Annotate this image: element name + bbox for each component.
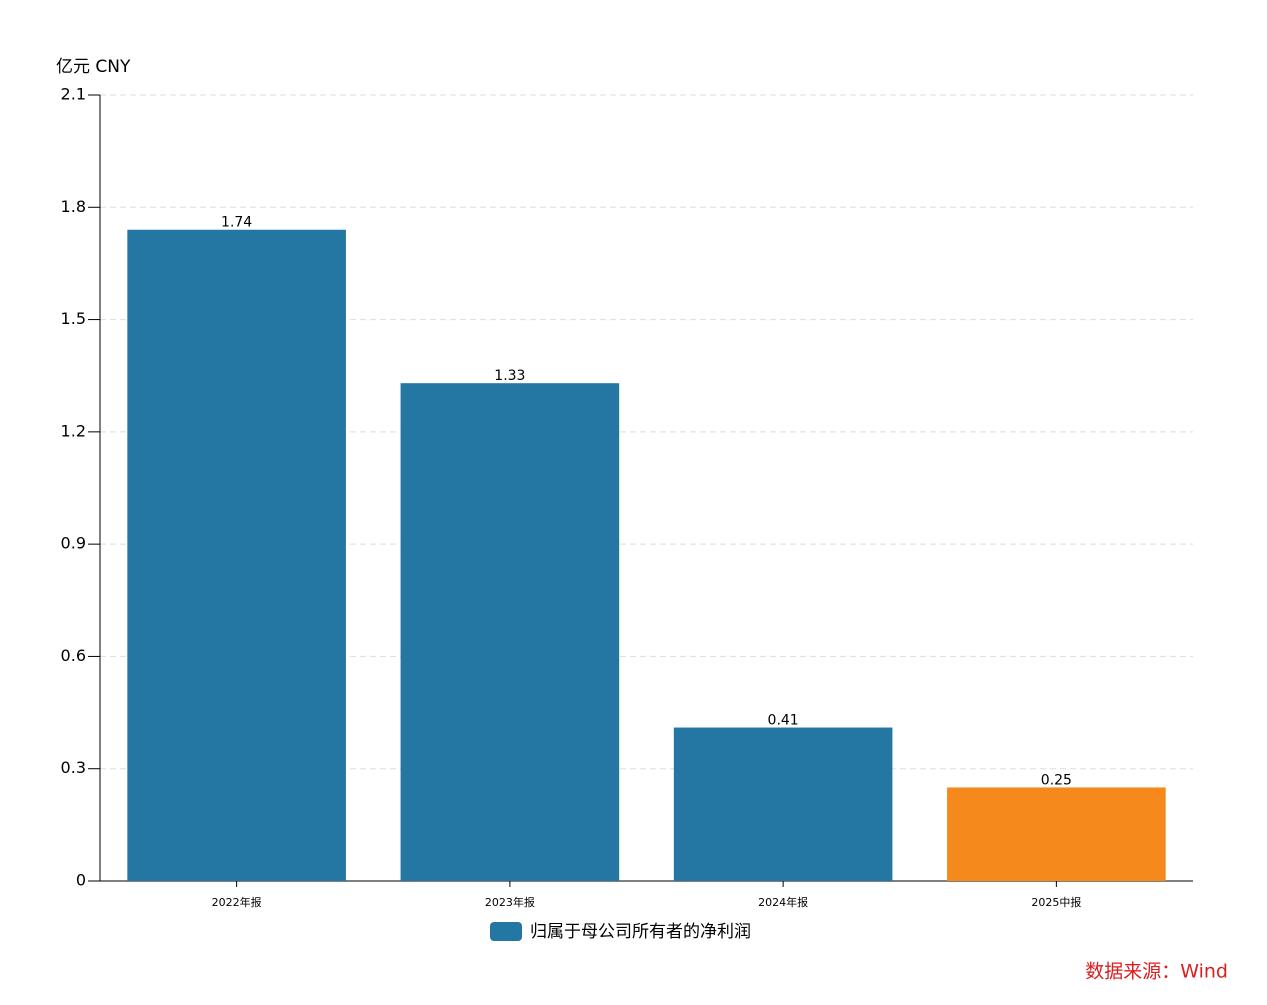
data-label: 1.33 — [494, 368, 525, 384]
x-tick-label: 2022年报 — [212, 895, 262, 909]
y-axis-label: 亿元 CNY — [56, 57, 131, 77]
y-tick-label: 0.9 — [61, 534, 86, 553]
legend-swatch — [490, 922, 522, 941]
bar — [947, 787, 1166, 881]
bar — [127, 229, 346, 881]
y-tick-label: 2.1 — [61, 85, 86, 104]
legend-label: 归属于母公司所有者的净利润 — [530, 922, 751, 942]
y-tick-label: 0 — [76, 871, 86, 890]
y-tick-label: 1.2 — [61, 421, 86, 440]
x-tick-label: 2023年报 — [485, 895, 535, 909]
data-label: 0.25 — [1041, 772, 1072, 788]
y-tick-label: 0.6 — [61, 646, 86, 665]
bar — [400, 383, 620, 881]
bar — [673, 727, 893, 881]
data-label: 1.74 — [221, 215, 252, 231]
data-label: 0.41 — [768, 713, 799, 729]
source: 数据来源：Wind — [1085, 961, 1228, 983]
y-tick-label: 1.8 — [61, 197, 86, 216]
x-tick-label: 2024年报 — [758, 895, 808, 909]
y-tick-label: 1.5 — [61, 309, 86, 328]
x-tick-label: 2025中报 — [1031, 895, 1081, 909]
y-tick-label: 0.3 — [61, 758, 86, 777]
